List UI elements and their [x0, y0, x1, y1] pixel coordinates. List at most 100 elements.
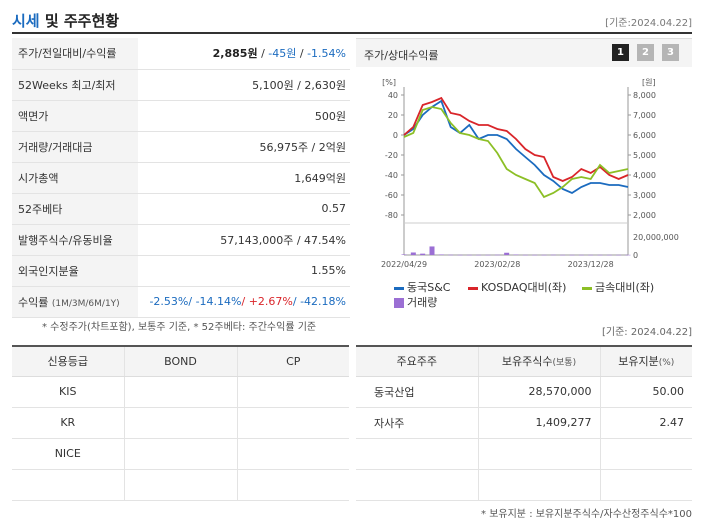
row-value: 0.57 — [138, 193, 350, 225]
footnote: * 보유지분 : 보유지분주식수/자수산정주식수*100 — [481, 509, 692, 520]
volume-bar — [485, 254, 491, 256]
y-tick-label-left: -20 — [385, 151, 398, 160]
volume-bar — [588, 254, 594, 256]
volume-bar — [522, 254, 528, 256]
table-cell — [123, 407, 237, 439]
chart-page-2-button[interactable]: 2 — [637, 44, 654, 61]
section-header: 시세 및 주주현황 [기준:2024.04.22] — [12, 8, 692, 34]
volume-bar — [532, 254, 538, 256]
footnote: * 수정주가(차트포함), 보통주 기준, * 52주베타: 주간수익률 기준 — [42, 322, 317, 333]
volume-bar — [541, 254, 547, 256]
table-header-row: 주요주주 보유주식수(보통) 보유지분(%) — [356, 345, 692, 377]
section-title: 시세 및 주주현황 — [12, 12, 120, 30]
column-header: 신용등급 — [12, 345, 124, 377]
y-tick-label-right: 4,000 — [633, 171, 656, 180]
y-tick-label-right: 2,000 — [633, 211, 656, 220]
table-row: 수익률 (1M/3M/6M/1Y) -2.53%/ -14.14%/ +2.67… — [12, 286, 350, 318]
table-cell — [12, 469, 124, 501]
volume-bar — [466, 254, 472, 256]
column-header: BOND — [123, 345, 237, 377]
y-tick-label-right: 5,000 — [633, 151, 656, 160]
chart-page-1-button[interactable]: 1 — [612, 44, 629, 61]
x-tick-label: 2022/04/29 — [381, 260, 427, 269]
legend-swatch — [582, 286, 592, 290]
table-cell: KR — [12, 407, 124, 439]
volume-bar — [401, 254, 407, 255]
volume-bar — [597, 254, 603, 256]
table-cell: 자사주 — [356, 407, 478, 439]
row-label: 발행주식수/유동비율 — [12, 224, 138, 256]
chart-title: 주가/상대수익률 — [364, 49, 439, 62]
table-row: 52주베타 0.57 — [12, 193, 350, 225]
table-cell — [356, 438, 478, 470]
volume-tick-label: 20,000,000 — [633, 233, 679, 242]
volume-bar — [504, 252, 510, 255]
quote-info-table: 주가/전일대비/수익률 2,885원 / -45원 / -1.54% 52Wee… — [12, 38, 350, 318]
y-tick-label-right: 7,000 — [633, 111, 656, 120]
chart-panel: 주가/상대수익률 1 2 3 [%] [원] 40 20 0 -20 -40 -60 -80 8,… — [356, 38, 692, 310]
left-unit: [%] — [382, 78, 396, 87]
table-cell: NICE — [12, 438, 124, 470]
volume-bar — [616, 254, 622, 256]
x-tick-label: 2023/02/28 — [474, 260, 520, 269]
volume-bar — [457, 254, 463, 256]
row-label: 주가/전일대비/수익률 — [12, 38, 138, 70]
row-label: 외국인지분율 — [12, 255, 138, 287]
row-value: 1,649억원 — [138, 162, 350, 194]
row-value: 5,100원 / 2,630원 — [138, 69, 350, 101]
y-tick-label-right: 8,000 — [633, 91, 656, 100]
table-cell — [123, 376, 237, 408]
legend-swatch — [468, 286, 478, 290]
y-tick-label-left: -60 — [385, 191, 398, 200]
table-row: KR — [12, 407, 349, 439]
row-label: 시가총액 — [12, 162, 138, 194]
series-line-metal-relative — [403, 106, 629, 199]
table-row: NICE — [12, 438, 349, 470]
column-header: 보유지분(%) — [599, 345, 692, 377]
table-cell — [356, 469, 478, 501]
return-values: -2.53%/ -14.14%/ +2.67%/ -42.18% — [138, 286, 350, 318]
volume-tick-label: 0 — [633, 251, 638, 260]
table-row: 액면가 500원 — [12, 100, 350, 132]
price-chart: [%] [원] 40 20 0 -20 -40 -60 -80 8,000 7,000 6,000 5,… — [381, 78, 679, 269]
table-cell — [477, 469, 600, 501]
volume-bar — [476, 254, 482, 256]
table-row: 52Weeks 최고/최저 5,100원 / 2,630원 — [12, 69, 350, 101]
credit-rating-table: 신용등급 BOND CP KIS KR NICE — [12, 345, 349, 501]
row-value: 1.55% — [138, 255, 350, 287]
column-header: 주요주주 — [356, 345, 478, 377]
legend-swatch — [394, 286, 404, 290]
right-unit: [원] — [642, 78, 656, 87]
volume-bar — [560, 254, 566, 256]
volume-bar — [606, 254, 612, 256]
row-label: 수익률 (1M/3M/6M/1Y) — [12, 286, 138, 318]
table-cell: 50.00 — [599, 376, 692, 408]
volume-bar — [513, 254, 519, 256]
table-cell — [123, 438, 237, 470]
volume-bar — [448, 254, 454, 256]
table-cell — [599, 438, 692, 470]
chart-page-3-button[interactable]: 3 — [662, 44, 679, 61]
volume-bar — [578, 254, 584, 256]
table-cell — [123, 469, 237, 501]
table-header-row: 신용등급 BOND CP — [12, 345, 349, 377]
table-cell: 1,409,277 — [477, 407, 600, 439]
legend-item: KOSDAQ대비(좌) — [468, 279, 566, 295]
table-cell — [477, 438, 600, 470]
column-header: CP — [236, 345, 349, 377]
legend-swatch — [394, 298, 404, 308]
row-value: 500원 — [138, 100, 350, 132]
table-row: 동국산업 28,570,000 50.00 — [356, 376, 692, 408]
y-tick-label-left: -40 — [385, 171, 398, 180]
volume-bar — [569, 254, 575, 256]
table-row — [356, 469, 692, 501]
price-value: 2,885원 / -45원 / -1.54% — [138, 38, 350, 70]
y-tick-label-left: -80 — [385, 211, 398, 220]
table-row: 시가총액 1,649억원 — [12, 162, 350, 194]
row-value: 56,975주 / 2억원 — [138, 131, 350, 163]
y-tick-label-left: 40 — [388, 91, 398, 100]
legend-item: 금속대비(좌) — [582, 279, 654, 295]
volume-bar — [429, 246, 435, 255]
volume-bar — [550, 254, 556, 256]
y-tick-label-right: 6,000 — [633, 131, 656, 140]
